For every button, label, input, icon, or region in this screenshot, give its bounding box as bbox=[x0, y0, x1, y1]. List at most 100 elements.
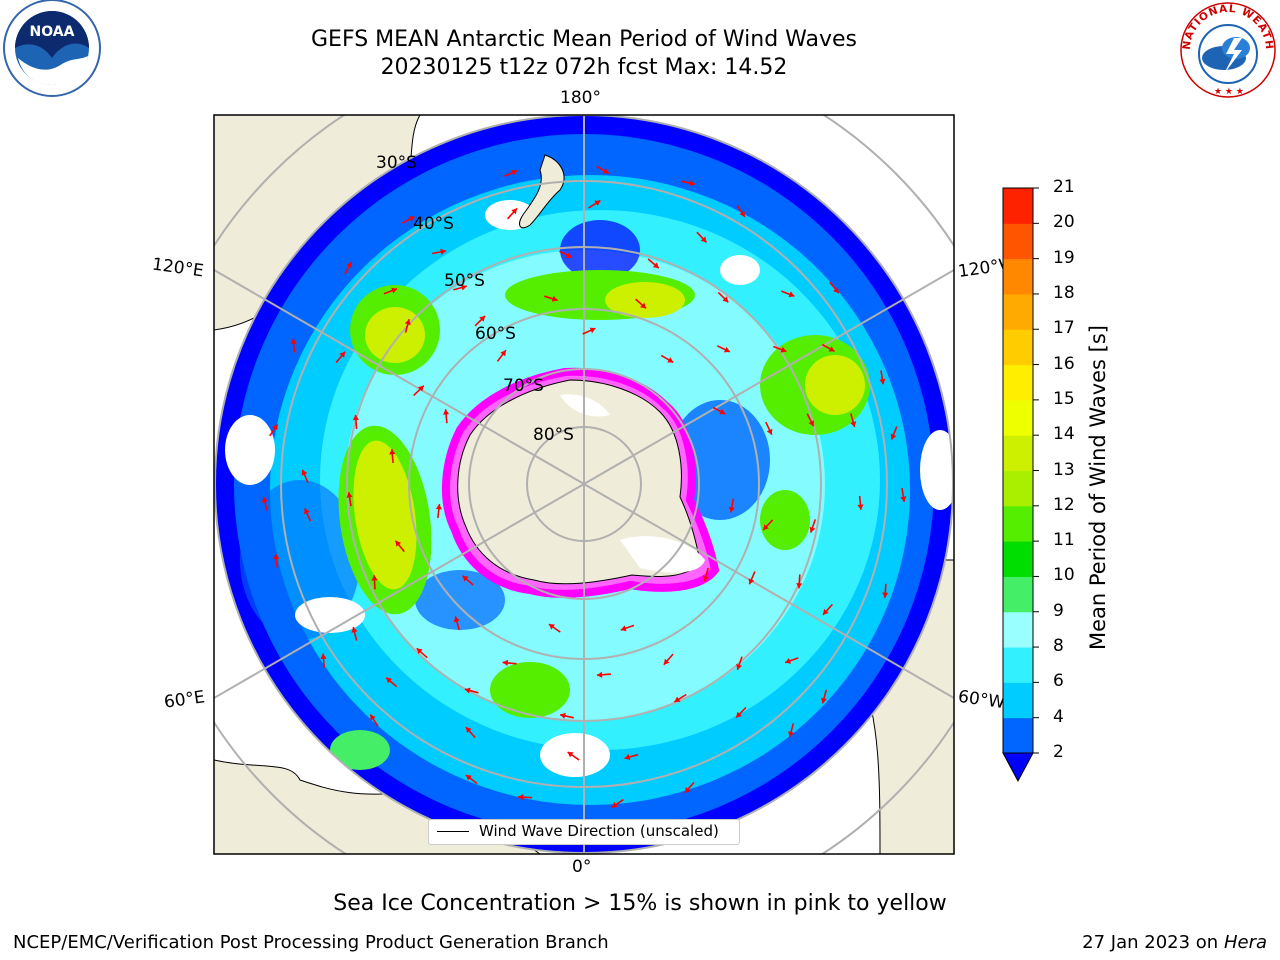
colorbar-segment bbox=[1003, 576, 1033, 613]
wind-wave-arrow-head bbox=[663, 658, 670, 665]
colorbar-segment bbox=[1003, 364, 1033, 401]
colorbar-tick-label: 10 bbox=[1053, 565, 1075, 586]
wind-wave-arrow-head bbox=[351, 627, 358, 633]
wind-wave-arrow-head bbox=[273, 553, 280, 560]
wind-wave-arrow-head bbox=[320, 653, 327, 660]
legend-label: Wind Wave Direction (unscaled) bbox=[479, 822, 719, 840]
nws-logo: NATIONAL WEATHER SERVICE ★ ★ ★ bbox=[1176, 2, 1276, 98]
wind-wave-arrow-head bbox=[808, 420, 814, 427]
wind-wave-arrow-head bbox=[386, 677, 392, 684]
wind-wave-arrow-head bbox=[261, 496, 268, 503]
colorbar-tick-label: 11 bbox=[1053, 530, 1075, 551]
colorbar-segment bbox=[1003, 293, 1033, 330]
colorbar-segment bbox=[1003, 223, 1033, 260]
wind-wave-arrow-head bbox=[748, 578, 755, 585]
wind-wave-arrow-head bbox=[828, 346, 835, 352]
colorbar-label: Mean Period of Wind Waves [s] bbox=[1086, 325, 1110, 650]
colorbar-segment bbox=[1003, 258, 1033, 295]
lat-label-30s: 30°S bbox=[376, 153, 417, 173]
wind-wave-arrow-head bbox=[823, 608, 829, 615]
lat-label-60s: 60°S bbox=[475, 324, 516, 344]
wind-wave-arrow-head bbox=[850, 421, 857, 427]
chart-subtitle: 20230125 t12z 072h fcst Max: 14.52 bbox=[380, 55, 788, 80]
wind-wave-arrow-head bbox=[596, 671, 603, 678]
wind-wave-arrow-head bbox=[551, 295, 558, 302]
wind-wave-arrow-head bbox=[404, 319, 411, 325]
wind-wave-arrow-head bbox=[304, 508, 310, 515]
colorbar-tick-label: 14 bbox=[1053, 424, 1075, 445]
wind-wave-arrow-head bbox=[391, 287, 398, 294]
wind-wave-arrow-head bbox=[589, 327, 596, 334]
wind-wave-arrow-head bbox=[416, 648, 423, 655]
wind-wave-arrow-head bbox=[462, 575, 469, 582]
colorbar-segment bbox=[1003, 188, 1033, 224]
svg-text:★ ★ ★: ★ ★ ★ bbox=[1214, 87, 1244, 97]
colorbar-tick-label: 19 bbox=[1053, 247, 1075, 268]
map-legend: Wind Wave Direction (unscaled) bbox=[428, 819, 740, 845]
colorbar bbox=[1002, 187, 1039, 783]
colorbar-segment bbox=[1003, 611, 1033, 648]
wind-wave-arrow-head bbox=[684, 787, 691, 793]
land-new-zealand bbox=[519, 154, 565, 229]
colorbar-tick-label: 12 bbox=[1053, 494, 1075, 515]
sea-ice-note: Sea Ice Concentration > 15% is shown in … bbox=[333, 891, 947, 916]
colorbar-tick-label: 16 bbox=[1053, 353, 1075, 374]
wind-wave-arrow-head bbox=[652, 262, 659, 269]
colorbar-tick-label: 15 bbox=[1053, 388, 1075, 409]
wind-wave-arrow-head bbox=[502, 659, 509, 666]
wind-wave-arrow-head bbox=[594, 200, 601, 206]
wind-wave-arrow-head bbox=[719, 408, 726, 415]
wind-wave-arrow-head bbox=[500, 350, 506, 357]
wind-wave-arrow-head bbox=[511, 169, 518, 176]
colorbar-tick-label: 18 bbox=[1053, 282, 1075, 303]
wind-wave-arrow-head bbox=[702, 575, 709, 582]
wind-wave-arrow-head bbox=[272, 424, 278, 431]
wind-wave-arrow-head bbox=[395, 540, 402, 547]
colorbar-tick-label: 13 bbox=[1053, 459, 1075, 480]
wind-wave-arrow-head bbox=[417, 385, 424, 392]
wind-wave-arrow-head bbox=[833, 287, 839, 294]
wind-wave-arrow-head bbox=[879, 378, 886, 385]
wind-wave-arrow-head bbox=[620, 625, 627, 632]
wind-wave-arrow-head bbox=[435, 504, 442, 510]
wind-wave-arrow-head bbox=[565, 252, 572, 258]
wind-wave-arrow-head bbox=[408, 216, 415, 222]
wind-wave-arrow-head bbox=[674, 696, 681, 702]
wind-wave-arrow-head bbox=[389, 449, 396, 455]
colorbar-tick-label: 8 bbox=[1053, 636, 1064, 657]
wind-wave-arrow-head bbox=[689, 180, 695, 187]
footer-date: 27 Jan 2023 on bbox=[1082, 932, 1224, 953]
wind-wave-arrow-head bbox=[301, 469, 308, 476]
wind-wave-arrow-head bbox=[511, 208, 517, 215]
lat-label-50s: 50°S bbox=[444, 271, 485, 291]
colorbar-segment bbox=[1003, 399, 1033, 436]
colorbar-segment bbox=[1003, 541, 1033, 577]
map-frame bbox=[213, 114, 955, 855]
colorbar-segment bbox=[1003, 717, 1033, 754]
wind-wave-arrow-head bbox=[602, 168, 609, 174]
wind-wave-arrow-head bbox=[667, 357, 674, 363]
wind-wave-arrow-head bbox=[700, 236, 707, 243]
wind-wave-arrow-head bbox=[461, 284, 467, 291]
footer-run-info: 27 Jan 2023 on Hera bbox=[1082, 932, 1267, 953]
noaa-logo-text: NOAA bbox=[30, 24, 75, 40]
wind-wave-arrow-head bbox=[809, 526, 816, 533]
lat-label-70s: 70°S bbox=[503, 376, 544, 396]
wind-wave-arrow-head bbox=[780, 346, 787, 353]
colorbar-segment bbox=[1003, 682, 1033, 719]
chart-title: GEFS MEAN Antarctic Mean Period of Wind … bbox=[311, 27, 857, 52]
wind-wave-arrow-head bbox=[728, 506, 735, 513]
wind-wave-arrow-head bbox=[736, 711, 742, 718]
lat-label-80s: 80°S bbox=[533, 425, 574, 445]
wind-wave-arrow-head bbox=[739, 210, 745, 217]
graticule bbox=[214, 115, 954, 854]
colorbar-under-triangle bbox=[1002, 752, 1034, 783]
footer-producer: NCEP/EMC/Verification Post Processing Pr… bbox=[13, 932, 609, 953]
wind-wave-arrow-head bbox=[443, 409, 450, 415]
footer-host: Hera bbox=[1223, 932, 1267, 953]
wind-wave-arrow-head bbox=[736, 663, 742, 670]
wind-wave-arrows bbox=[261, 165, 907, 809]
wind-wave-arrow-head bbox=[464, 687, 471, 694]
wind-wave-arrow-head bbox=[465, 727, 472, 733]
